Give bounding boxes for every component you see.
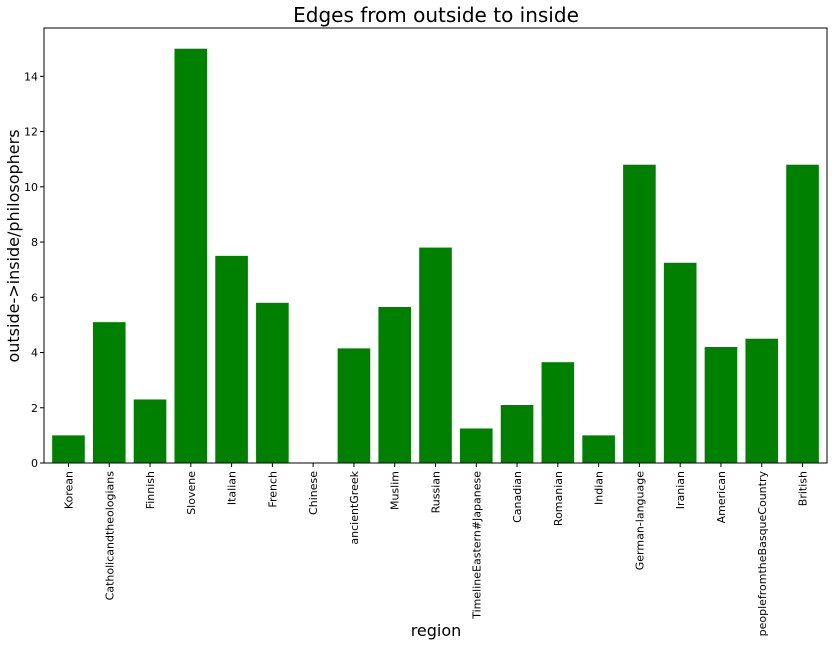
x-tick-label: TimelineEastern#Japanese <box>470 471 483 620</box>
bar <box>92 322 126 463</box>
bar <box>459 428 493 463</box>
bar <box>215 255 248 463</box>
x-tick-label: British <box>797 471 810 506</box>
bar <box>256 302 289 463</box>
x-tick-label: Finnish <box>144 471 157 509</box>
x-tick-label: Iranian <box>674 471 687 509</box>
y-tick-label: 10 <box>24 181 38 194</box>
bar <box>419 247 452 463</box>
x-tick-label: French <box>266 471 279 508</box>
bar <box>704 347 738 463</box>
x-tick-label: peoplefromtheBasqueCountry <box>756 471 769 637</box>
chart-title: Edges from outside to inside <box>293 3 579 27</box>
bar <box>623 164 656 463</box>
x-tick-label: Italian <box>226 471 239 505</box>
y-tick-label: 8 <box>31 236 38 249</box>
y-tick-label: 2 <box>31 402 38 415</box>
x-tick-label: Catholicandtheologians <box>103 471 116 601</box>
x-tick-label: Indian <box>593 471 606 505</box>
y-axis-label: outside->inside/philosophers <box>4 129 23 362</box>
bar <box>786 164 819 463</box>
bar <box>52 435 85 463</box>
bar <box>541 362 575 463</box>
x-tick-label: Muslim <box>389 471 402 510</box>
x-tick-label: American <box>715 471 728 523</box>
bar <box>133 399 167 463</box>
bar <box>337 348 371 463</box>
x-tick-label: Russian <box>430 471 443 513</box>
y-tick-label: 0 <box>31 457 38 470</box>
y-tick-label: 4 <box>31 347 38 360</box>
y-tick-label: 6 <box>31 291 38 304</box>
bar <box>174 48 208 463</box>
x-tick-label: Romanian <box>552 471 565 526</box>
x-tick-label: Korean <box>62 471 75 509</box>
x-tick-label: Slovene <box>185 471 198 515</box>
bar <box>378 306 412 463</box>
bar <box>663 262 697 463</box>
x-tick-label: ancientGreek <box>348 470 361 544</box>
bar <box>500 405 534 463</box>
x-axis-label: region <box>411 621 462 640</box>
bar <box>582 435 615 463</box>
plot-area: 0 2 4 6 8 10 12 14 Korean Catholicandtheologians F… <box>24 27 828 637</box>
x-tick-label: German-language <box>633 471 646 570</box>
x-tick-label: Canadian <box>511 471 524 523</box>
y-tick-label: 14 <box>24 70 38 83</box>
bar <box>745 338 779 463</box>
y-tick-label: 12 <box>24 126 38 139</box>
x-tick-label: Chinese <box>307 471 320 515</box>
